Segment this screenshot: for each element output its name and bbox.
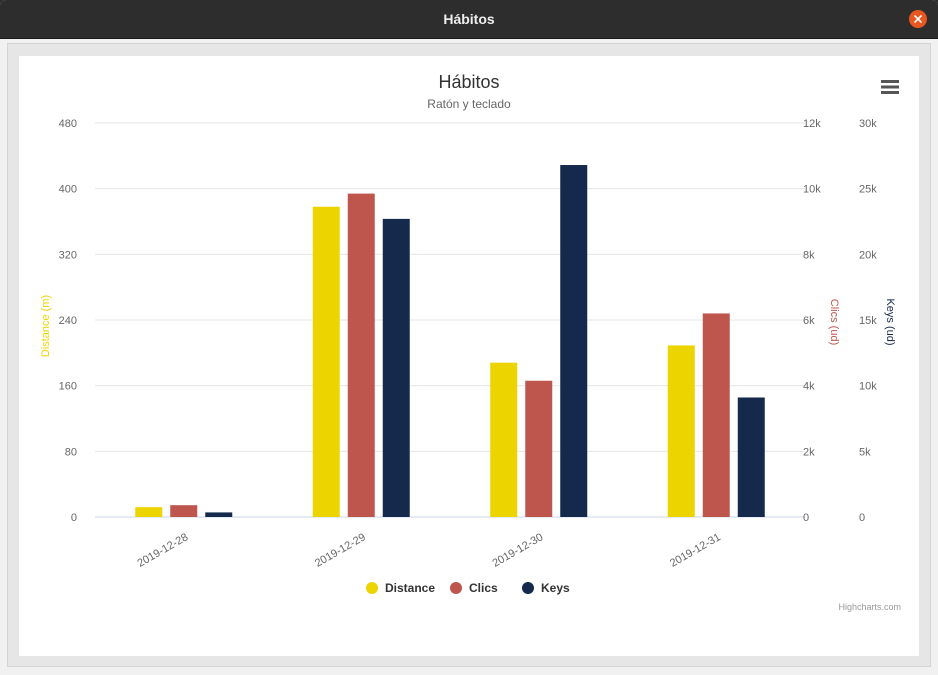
clics-axis-tick-label: 10k bbox=[803, 184, 821, 196]
keys-axis-tick-label: 0 bbox=[859, 512, 865, 524]
hamburger-menu-icon[interactable] bbox=[879, 78, 901, 98]
x-axis-tick-label: 2019-12-31 bbox=[668, 531, 723, 570]
left-axis-tick-label: 240 bbox=[59, 315, 77, 327]
clics-axis-tick-label: 2k bbox=[803, 446, 815, 458]
left-axis-tick-label: 160 bbox=[59, 381, 77, 393]
bars bbox=[135, 165, 765, 517]
clics-axis-ticks: 0 2k 4k 6k 8k 10k 12k bbox=[803, 118, 821, 524]
bar-clics[interactable] bbox=[702, 313, 730, 517]
left-axis-tick-label: 320 bbox=[59, 249, 77, 261]
keys-axis-label: Keys (ud) bbox=[884, 298, 896, 345]
legend-item-keys[interactable]: Keys bbox=[522, 581, 570, 595]
credits-link[interactable]: Highcharts.com bbox=[838, 602, 901, 612]
left-axis-tick-label: 0 bbox=[71, 512, 77, 524]
keys-axis-ticks: 0 5k 10k 15k 20k 25k 30k bbox=[859, 118, 877, 524]
bar-clics[interactable] bbox=[525, 380, 553, 517]
legend-marker bbox=[522, 582, 534, 594]
legend-marker bbox=[366, 582, 378, 594]
bar-distance[interactable] bbox=[135, 507, 163, 517]
x-axis-tick-label: 2019-12-30 bbox=[491, 531, 546, 570]
keys-axis-tick-label: 20k bbox=[859, 249, 877, 261]
legend: Distance Clics Keys bbox=[366, 581, 570, 595]
title-bar: Hábitos bbox=[0, 0, 938, 39]
legend-marker bbox=[450, 582, 462, 594]
bar-distance[interactable] bbox=[667, 345, 695, 517]
keys-axis-tick-label: 15k bbox=[859, 315, 877, 327]
keys-axis-tick-label: 30k bbox=[859, 118, 877, 130]
x-axis-ticks: 2019-12-28 2019-12-29 2019-12-30 2019-12-31 bbox=[136, 531, 723, 570]
legend-label: Distance bbox=[385, 581, 435, 595]
gridlines bbox=[95, 122, 805, 518]
left-axis-tick-label: 480 bbox=[59, 118, 77, 130]
keys-axis-tick-label: 25k bbox=[859, 184, 877, 196]
chart-svg: Hábitos Ratón y teclado 0 80 160 240 320 400 4… bbox=[40, 72, 901, 612]
chart-container: Hábitos Ratón y teclado 0 80 160 240 320 400 4… bbox=[19, 56, 919, 656]
bar-keys[interactable] bbox=[205, 512, 233, 517]
left-axis-ticks: 0 80 160 240 320 400 480 bbox=[59, 118, 77, 524]
bar-clics[interactable] bbox=[347, 193, 375, 517]
close-icon bbox=[914, 15, 922, 23]
content-frame: Hábitos Ratón y teclado 0 80 160 240 320 400 4… bbox=[7, 43, 931, 667]
clics-axis-tick-label: 4k bbox=[803, 381, 815, 393]
window-title: Hábitos bbox=[443, 11, 495, 27]
bar-keys[interactable] bbox=[382, 218, 410, 517]
legend-item-clics[interactable]: Clics bbox=[450, 581, 498, 595]
chart-subtitle: Ratón y teclado bbox=[427, 97, 511, 111]
clics-axis-tick-label: 12k bbox=[803, 118, 821, 130]
x-axis-tick-label: 2019-12-29 bbox=[313, 531, 368, 570]
chart-title: Hábitos bbox=[438, 72, 499, 92]
left-axis-tick-label: 80 bbox=[65, 446, 77, 458]
legend-label: Clics bbox=[469, 581, 498, 595]
left-axis-label: Distance (m) bbox=[40, 295, 52, 357]
bar-keys[interactable] bbox=[737, 397, 765, 517]
clics-axis-tick-label: 6k bbox=[803, 315, 815, 327]
clics-axis-tick-label: 0 bbox=[803, 512, 809, 524]
clics-axis-label: Clics (ud) bbox=[828, 299, 840, 345]
legend-label: Keys bbox=[541, 581, 570, 595]
bar-clics[interactable] bbox=[170, 505, 198, 517]
close-button[interactable] bbox=[909, 10, 927, 28]
bar-distance[interactable] bbox=[312, 206, 340, 517]
legend-item-distance[interactable]: Distance bbox=[366, 581, 435, 595]
bar-distance[interactable] bbox=[490, 362, 518, 517]
left-axis-tick-label: 400 bbox=[59, 184, 77, 196]
keys-axis-tick-label: 10k bbox=[859, 381, 877, 393]
bar-keys[interactable] bbox=[560, 165, 588, 517]
keys-axis-tick-label: 5k bbox=[859, 446, 871, 458]
x-axis-tick-label: 2019-12-28 bbox=[136, 531, 191, 570]
clics-axis-tick-label: 8k bbox=[803, 249, 815, 261]
